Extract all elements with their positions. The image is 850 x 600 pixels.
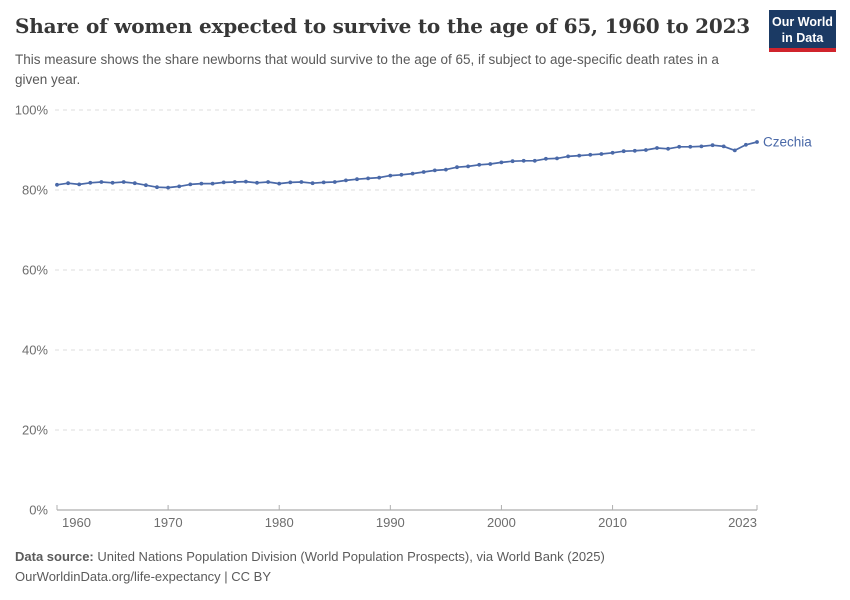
data-point-marker[interactable] (566, 154, 570, 159)
data-point-marker[interactable] (99, 180, 104, 184)
data-point-marker[interactable] (188, 182, 193, 187)
y-axis-tick-label: 80% (22, 183, 48, 198)
data-point-marker[interactable] (610, 150, 615, 155)
data-point-marker[interactable] (732, 148, 737, 153)
data-point-marker[interactable] (688, 144, 693, 149)
data-point-marker[interactable] (444, 167, 448, 172)
data-point-marker[interactable] (399, 172, 404, 177)
data-point-marker[interactable] (477, 162, 482, 167)
owid-logo-line1: Our World (772, 15, 833, 29)
y-axis-tick-label: 100% (15, 103, 49, 118)
data-point-marker[interactable] (655, 146, 659, 150)
chart-subtitle: This measure shows the share newborns th… (15, 52, 719, 87)
data-point-marker[interactable] (532, 158, 537, 163)
data-point-marker[interactable] (644, 148, 648, 152)
data-point-marker[interactable] (499, 160, 504, 165)
x-axis-tick-label: 1990 (376, 515, 405, 530)
data-source-label: Data source: (15, 549, 94, 564)
data-point-marker[interactable] (588, 152, 593, 157)
data-point-marker[interactable] (555, 156, 559, 161)
data-point-marker[interactable] (432, 168, 437, 173)
license-line: OurWorldinData.org/life-expectancy | CC … (15, 567, 835, 587)
data-point-marker[interactable] (621, 149, 626, 154)
y-axis-tick-label: 20% (22, 423, 48, 438)
chart-title: Share of women expected to survive to th… (15, 14, 751, 38)
data-point-marker[interactable] (344, 178, 348, 183)
license-cc-by: CC BY (231, 569, 272, 584)
data-point-marker[interactable] (255, 180, 259, 185)
data-point-marker[interactable] (677, 144, 682, 149)
data-point-marker[interactable] (755, 140, 759, 144)
x-axis-tick-label: 2000 (487, 515, 516, 530)
x-axis-tick-label: 2010 (598, 515, 627, 530)
data-point-marker[interactable] (232, 180, 237, 184)
data-point-marker[interactable] (166, 185, 171, 190)
line-chart: 0% 20% 40% 60% 80% 100% 1960 1970 1980 1990 2000 20… (15, 103, 813, 531)
data-point-marker[interactable] (244, 179, 248, 184)
data-point-marker[interactable] (721, 144, 726, 149)
x-axis-tick-label: 2023 (728, 515, 757, 530)
data-point-marker[interactable] (110, 180, 115, 185)
owid-url-link[interactable]: OurWorldinData.org/life-expectancy (15, 569, 221, 584)
data-point-marker[interactable] (277, 181, 282, 186)
data-point-marker[interactable] (266, 180, 270, 184)
data-point-marker[interactable] (321, 180, 326, 185)
data-point-marker[interactable] (121, 180, 126, 184)
data-source-line: Data source: United Nations Population D… (15, 547, 835, 567)
data-source-text: United Nations Population Division (Worl… (93, 549, 605, 564)
y-axis-tick-label: 40% (22, 343, 48, 358)
data-point-marker[interactable] (155, 185, 159, 190)
data-point-marker[interactable] (221, 180, 226, 185)
data-point-marker[interactable] (544, 156, 548, 161)
data-point-marker[interactable] (144, 183, 148, 188)
czechia-series-line[interactable] (56, 141, 758, 189)
data-point-marker[interactable] (388, 173, 393, 178)
data-point-marker[interactable] (744, 142, 748, 147)
data-point-marker[interactable] (466, 164, 470, 169)
owid-logo-line2: in Data (781, 31, 824, 45)
data-point-marker[interactable] (88, 180, 93, 185)
data-point-marker[interactable] (366, 176, 370, 181)
series-label-czechia[interactable]: Czechia (763, 135, 812, 150)
data-point-marker[interactable] (521, 158, 526, 163)
owid-logo[interactable]: Our World in Data (769, 10, 836, 52)
data-point-marker[interactable] (510, 159, 515, 164)
data-point-marker[interactable] (377, 175, 382, 180)
data-point-marker[interactable] (699, 144, 704, 149)
chart-footer: Data source: United Nations Population D… (15, 547, 835, 587)
data-point-marker[interactable] (455, 165, 459, 170)
data-point-marker[interactable] (410, 171, 415, 176)
data-point-marker[interactable] (299, 180, 304, 184)
data-point-marker[interactable] (77, 182, 82, 187)
data-point-marker[interactable] (210, 181, 215, 186)
data-point-marker[interactable] (199, 181, 204, 186)
data-point-marker[interactable] (577, 153, 582, 158)
y-axis-tick-label: 0% (29, 503, 48, 518)
footer-separator: | (220, 569, 232, 584)
data-point-marker[interactable] (332, 180, 337, 184)
x-axis-tick-label: 1970 (154, 515, 183, 530)
data-point-marker[interactable] (632, 148, 637, 153)
data-point-marker[interactable] (488, 162, 493, 166)
data-point-marker[interactable] (55, 182, 59, 187)
data-point-marker[interactable] (66, 181, 70, 186)
data-point-marker[interactable] (710, 143, 715, 148)
x-axis-tick-label: 1960 (62, 515, 91, 530)
data-point-marker[interactable] (310, 181, 315, 186)
data-point-marker[interactable] (288, 180, 293, 185)
data-point-marker[interactable] (421, 170, 426, 174)
data-point-marker[interactable] (132, 181, 137, 186)
data-point-marker[interactable] (177, 184, 182, 189)
data-point-marker[interactable] (666, 146, 670, 151)
x-axis-tick-label: 1980 (265, 515, 294, 530)
data-point-marker[interactable] (355, 177, 359, 182)
y-axis-tick-label: 60% (22, 263, 48, 278)
data-point-marker[interactable] (599, 152, 604, 156)
